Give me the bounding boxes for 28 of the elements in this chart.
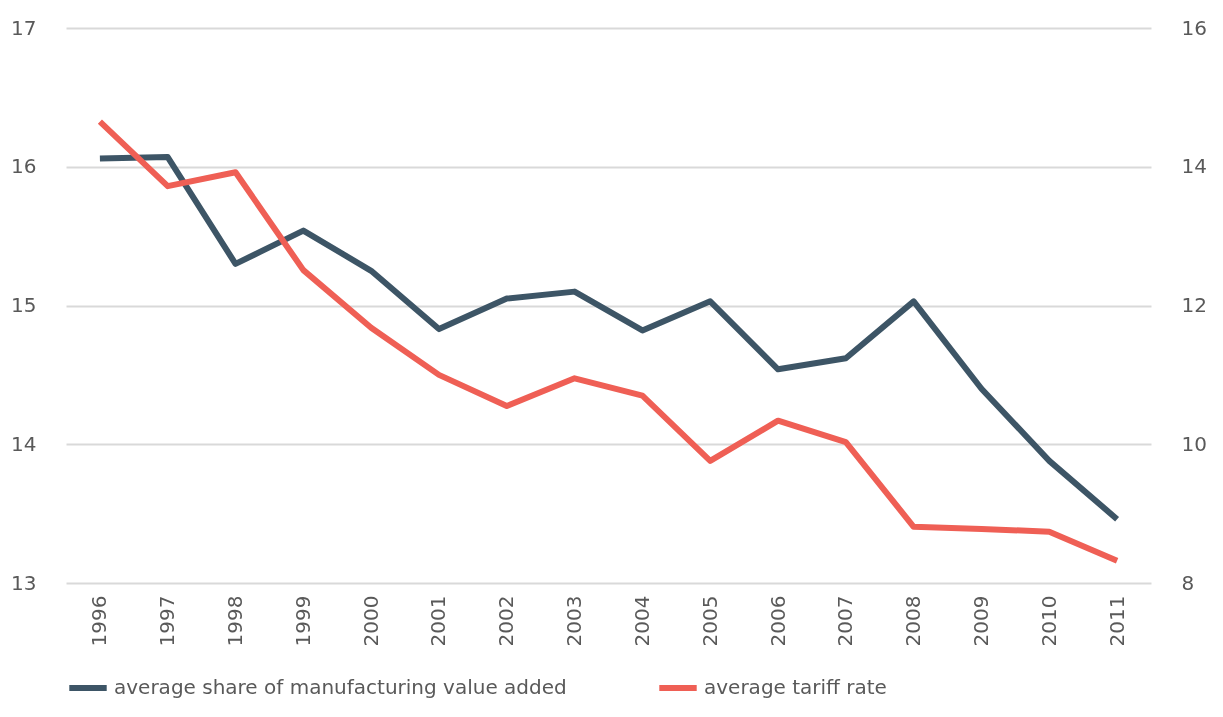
x-tick-label: 2001 [426, 595, 451, 647]
x-tick-label: 2011 [1104, 595, 1129, 647]
y2-tick-label: 14 [1181, 154, 1207, 179]
x-tick-label: 1996 [87, 595, 112, 647]
y-tick-label: 16 [11, 154, 37, 179]
y-tick-label: 14 [11, 431, 37, 456]
x-tick-label: 2009 [968, 595, 993, 647]
x-tick-label: 2003 [562, 595, 587, 647]
x-tick-label: 2010 [1036, 595, 1061, 647]
y2-tick-label: 10 [1181, 431, 1207, 456]
y-tick-label: 15 [11, 293, 37, 317]
x-tick-label: 2004 [629, 595, 654, 647]
x-tick-label: 1998 [223, 595, 248, 647]
legend-label: average tariff rate [704, 675, 887, 699]
y2-tick-label: 16 [1181, 15, 1207, 40]
x-tick-label: 2008 [901, 595, 926, 647]
x-tick-label: 2000 [358, 595, 383, 647]
y-tick-label: 17 [11, 15, 37, 40]
x-tick-label: 1997 [155, 595, 180, 647]
x-tick-label: 2007 [833, 595, 858, 647]
x-tick-label: 2005 [697, 595, 722, 647]
y2-tick-label: 12 [1181, 293, 1207, 317]
y2-tick-label: 8 [1181, 570, 1195, 595]
x-tick-label: 2002 [494, 595, 519, 647]
x-tick-label: 2006 [765, 595, 790, 647]
legend-label: average share of manufacturing value added [114, 675, 567, 699]
y-tick-label: 13 [11, 570, 37, 595]
x-tick-label: 1999 [290, 595, 315, 647]
